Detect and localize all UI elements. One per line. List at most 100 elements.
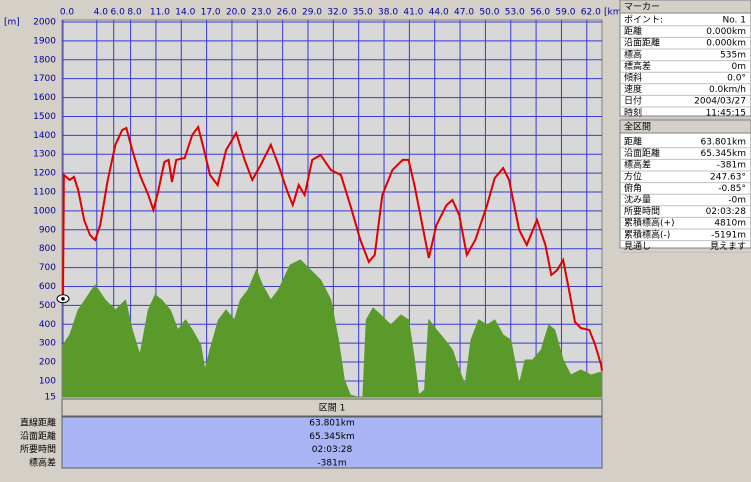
x-tick-label: 32.0 bbox=[327, 8, 347, 18]
y-tick-label: 200 bbox=[39, 358, 56, 368]
row-value: 0m bbox=[732, 62, 747, 72]
row-value: 0.0km/h bbox=[709, 85, 746, 95]
row-value: 4810m bbox=[714, 219, 746, 229]
row-value: 0.0° bbox=[727, 74, 746, 84]
y-tick-label: 400 bbox=[39, 320, 56, 330]
section-label: 直線距離 bbox=[20, 417, 56, 429]
row-value: No. 1 bbox=[722, 16, 746, 26]
section-value: 63.801km bbox=[309, 419, 354, 429]
row-value: -0.85° bbox=[718, 184, 746, 194]
row-value: -5191m bbox=[711, 230, 746, 240]
section-value: 02:03:28 bbox=[312, 445, 353, 455]
y-tick-label: 1400 bbox=[33, 131, 56, 141]
x-tick-label: 50.0 bbox=[479, 8, 499, 18]
section-label: 沿面距離 bbox=[20, 430, 56, 442]
y-tick-label: 700 bbox=[39, 263, 56, 273]
row-label: 所要時間 bbox=[624, 206, 660, 217]
row-label: 距離 bbox=[624, 25, 642, 37]
y-unit: [m] bbox=[4, 18, 20, 28]
y-tick-label: 1100 bbox=[33, 188, 56, 198]
y-tick-label: 600 bbox=[39, 282, 56, 292]
row-label: 日付 bbox=[624, 96, 642, 107]
y-tick-label: 1000 bbox=[33, 206, 56, 216]
panel-title: 全区間 bbox=[624, 121, 651, 133]
y-tick-label: 500 bbox=[39, 301, 56, 311]
x-tick-label: 29.0 bbox=[302, 8, 322, 18]
info-panels bbox=[619, 0, 751, 249]
x-tick-label: 62.0 bbox=[581, 8, 601, 18]
y-tick-label: 1600 bbox=[33, 93, 56, 103]
row-label: 標高 bbox=[624, 48, 642, 60]
total-panel bbox=[619, 119, 751, 249]
y-tick-label: 1300 bbox=[33, 150, 56, 160]
x-unit: [km] bbox=[604, 8, 625, 18]
y-tick-label: 800 bbox=[39, 244, 56, 254]
x-tick-label: 38.0 bbox=[378, 8, 398, 18]
y-tick-label: 1900 bbox=[33, 36, 56, 46]
y-tick-label: 300 bbox=[39, 339, 56, 349]
x-tick-label: 53.0 bbox=[505, 8, 525, 18]
row-label: 標高差 bbox=[624, 159, 651, 171]
x-tick-label: 11.0 bbox=[150, 8, 170, 18]
marker-header bbox=[619, 0, 751, 14]
section-label: 所要時間 bbox=[20, 444, 56, 455]
row-value: 見えます bbox=[710, 241, 746, 252]
x-tick-label: 17.0 bbox=[201, 8, 221, 18]
section-label: 標高差 bbox=[29, 456, 56, 468]
x-tick-label: 47.0 bbox=[454, 8, 474, 18]
row-label: 沿面距離 bbox=[624, 147, 660, 159]
row-label: 沿面距離 bbox=[624, 37, 660, 49]
x-tick-label: 6.0 bbox=[111, 8, 126, 18]
marker-pupil bbox=[61, 296, 65, 301]
y-tick-label: 1700 bbox=[33, 74, 56, 84]
row-value: 2004/03/27 bbox=[694, 97, 746, 107]
y-tick-label: 900 bbox=[39, 225, 56, 235]
marker-panel bbox=[619, 0, 751, 117]
row-label: 傾斜 bbox=[624, 72, 642, 84]
y-tick-label: 100 bbox=[39, 376, 56, 386]
y-tick-label: 1800 bbox=[33, 55, 56, 65]
row-value: 0.000km bbox=[706, 39, 746, 49]
row-value: 63.801km bbox=[701, 138, 746, 148]
row-label: 累積標高(-) bbox=[624, 228, 670, 240]
x-tick-label: 35.0 bbox=[353, 8, 373, 18]
row-value: 11:45:15 bbox=[706, 108, 746, 118]
row-label: 俯角 bbox=[624, 182, 642, 194]
x-tick-label: 41.0 bbox=[403, 8, 423, 18]
y-tick-label: 1500 bbox=[33, 112, 56, 122]
y-tick-label: 1200 bbox=[33, 169, 56, 179]
x-tick-label: 4.0 bbox=[94, 8, 109, 18]
row-label: 累積標高(+) bbox=[624, 217, 675, 229]
row-label: 方位 bbox=[624, 170, 642, 182]
x-tick-label: 44.0 bbox=[429, 8, 449, 18]
row-label: 見通し bbox=[624, 241, 651, 252]
row-label: 標高差 bbox=[624, 60, 651, 72]
row-label: ポイント: bbox=[624, 15, 663, 26]
row-label: 時刻 bbox=[624, 106, 642, 118]
x-tick-label: 20.0 bbox=[226, 8, 246, 18]
row-value: 535m bbox=[720, 50, 746, 60]
total-header bbox=[619, 119, 751, 134]
x-tick-label: 8.0 bbox=[127, 8, 142, 18]
row-value: -0m bbox=[728, 196, 746, 206]
section-value: 65.345km bbox=[309, 432, 354, 442]
section-header bbox=[61, 398, 603, 417]
row-value: 65.345km bbox=[701, 149, 746, 159]
row-label: 距離 bbox=[624, 136, 642, 148]
elevation-line bbox=[62, 124, 603, 371]
row-label: 速度 bbox=[624, 83, 642, 95]
x-tick-label: 14.0 bbox=[175, 8, 195, 18]
row-value: 02:03:28 bbox=[706, 207, 747, 217]
x-tick-label: 23.0 bbox=[251, 8, 271, 18]
row-value: 0.000km bbox=[706, 27, 746, 37]
x-tick-label: 59.0 bbox=[555, 8, 575, 18]
section-body bbox=[61, 416, 603, 469]
x-tick-label: 0.0 bbox=[60, 8, 75, 18]
section-title: 区間 1 bbox=[319, 403, 346, 414]
row-label: 沈み量 bbox=[624, 194, 651, 206]
x-tick-label: 26.0 bbox=[277, 8, 297, 18]
terrain-area bbox=[62, 259, 602, 398]
row-value: -381m bbox=[717, 161, 746, 171]
row-value: 247.63° bbox=[710, 172, 746, 182]
